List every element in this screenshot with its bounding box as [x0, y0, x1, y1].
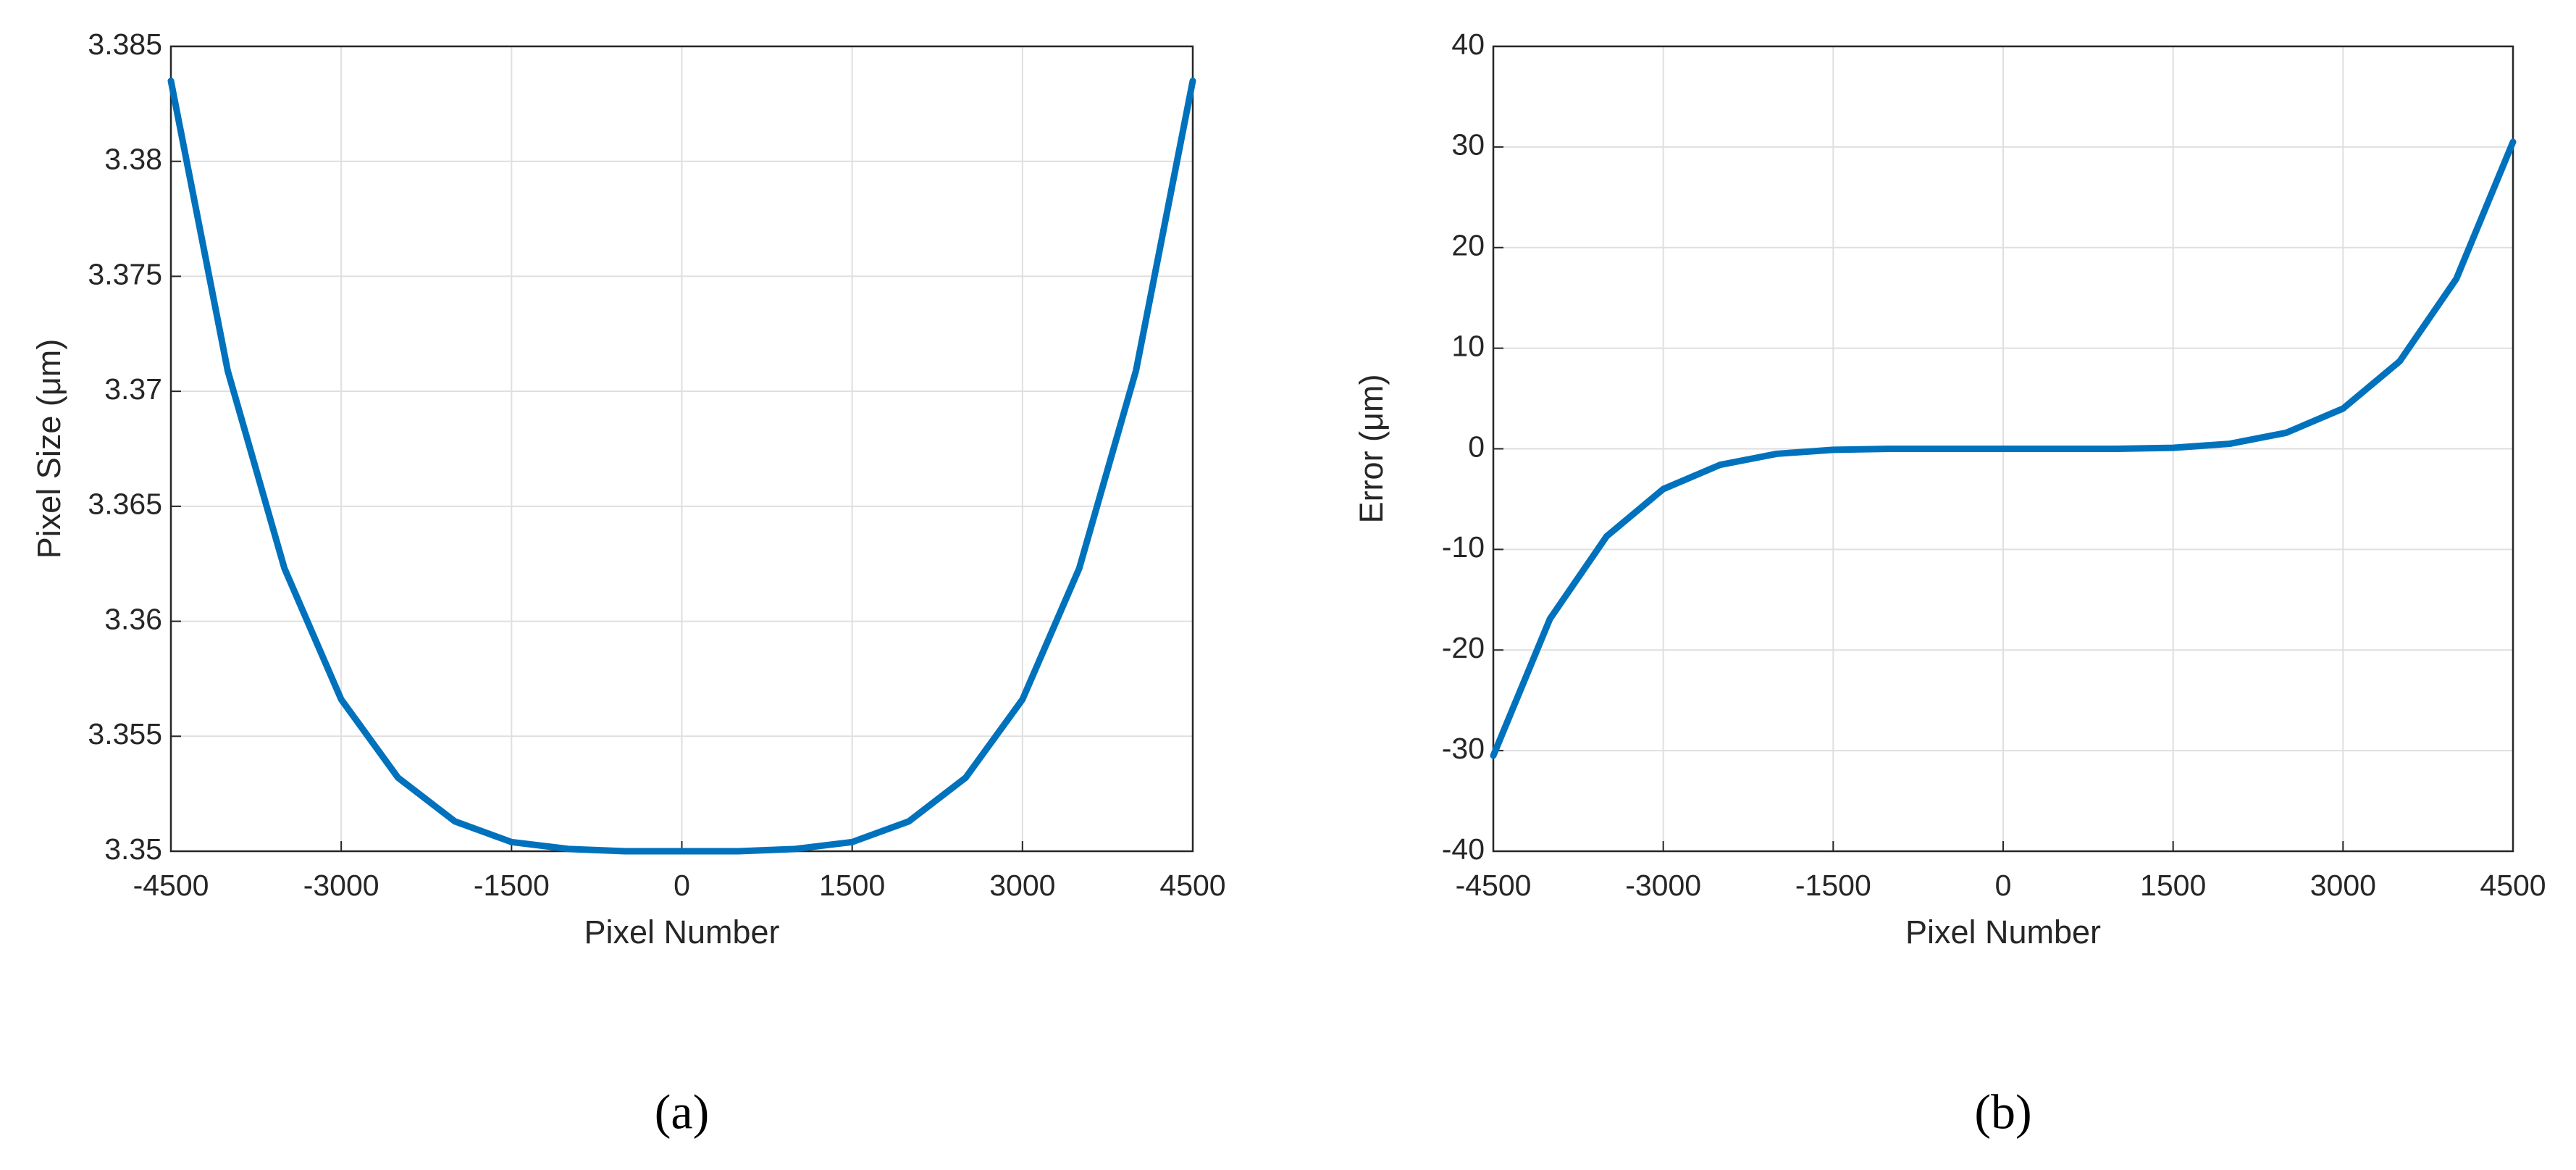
x-axis-label: Pixel Number	[1905, 914, 2101, 950]
x-tick-label: 1500	[2140, 869, 2206, 902]
x-tick-label: -4500	[1456, 869, 1532, 902]
x-tick-label: 4500	[1159, 869, 1225, 902]
y-tick-label: 3.37	[104, 372, 162, 406]
x-tick-label: 0	[1995, 869, 2012, 902]
caption: (b)	[1974, 1085, 2031, 1140]
caption: (a)	[655, 1085, 709, 1140]
y-tick-label: 40	[1451, 28, 1485, 61]
y-tick-label: 3.38	[104, 143, 162, 176]
x-tick-label: 4500	[2480, 869, 2546, 902]
x-tick-label: 3000	[2310, 869, 2376, 902]
y-tick-label: -30	[1442, 732, 1485, 765]
x-tick-label: -3000	[1625, 869, 1701, 902]
y-tick-label: 30	[1451, 128, 1485, 162]
data-line	[167, 78, 1196, 855]
data-line	[1490, 138, 2517, 759]
plot-frame	[1492, 45, 2514, 853]
y-tick-label: 10	[1451, 329, 1485, 362]
x-tick-label: 1500	[819, 869, 885, 902]
y-tick-label: 3.355	[88, 717, 162, 751]
y-axis-label: Error (μm)	[1353, 375, 1390, 524]
y-tick-label: 3.36	[104, 602, 162, 635]
y-tick-label: -40	[1442, 832, 1485, 866]
y-tick-label: 3.385	[88, 28, 162, 61]
y-axis-label: Pixel Size (μm)	[30, 339, 67, 559]
y-tick-label: 3.35	[104, 832, 162, 866]
x-tick-label: -1500	[474, 869, 550, 902]
x-axis-label: Pixel Number	[584, 914, 779, 950]
y-tick-label: -10	[1442, 530, 1485, 564]
y-tick-label: -20	[1442, 631, 1485, 664]
x-tick-label: 3000	[989, 869, 1055, 902]
y-tick-label: 20	[1451, 229, 1485, 262]
chart: -4500 -3000 -1500 0 1500 3000 4500 3.35 3.355 3.3…	[30, 28, 1226, 1140]
y-tick-label: 0	[1468, 430, 1485, 463]
y-tick-label: 3.375	[88, 257, 162, 291]
x-tick-label: -3000	[303, 869, 379, 902]
chart: -4500 -3000 -1500 0 1500 3000 4500 -40 -30 -20 -10…	[1353, 28, 2546, 1140]
x-tick-label: -4500	[133, 869, 209, 902]
y-tick-label: 3.365	[88, 488, 162, 521]
x-tick-label: -1500	[1795, 869, 1871, 902]
x-tick-label: 0	[674, 869, 690, 902]
